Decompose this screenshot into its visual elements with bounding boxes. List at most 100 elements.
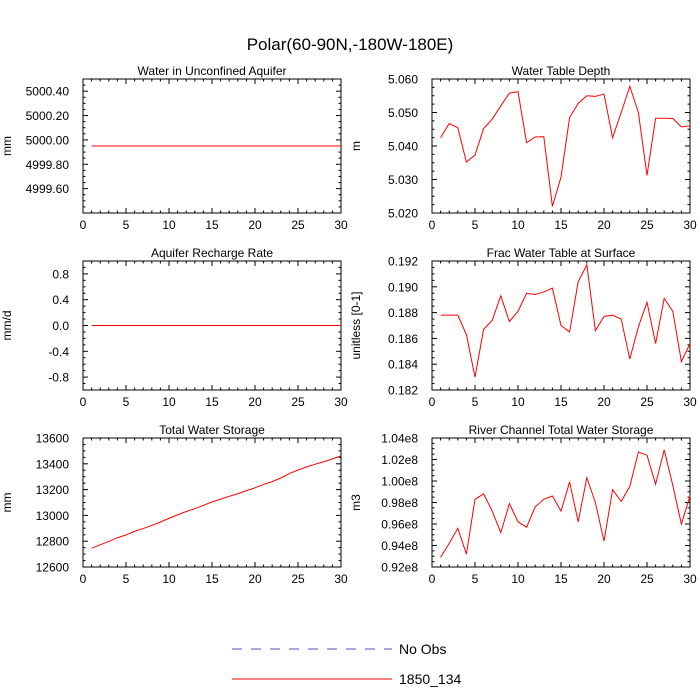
y-tick-label: 13000 [36, 509, 70, 523]
x-tick-label: 15 [554, 572, 568, 586]
y-axis-label: mm/d [0, 311, 14, 341]
x-tick-label: 25 [291, 395, 305, 409]
panel-3: Frac Water Table at Surface unitless [0-1… [349, 246, 697, 409]
legend: No Obs 1850_134 [232, 641, 462, 687]
x-tick-label: 15 [554, 218, 568, 232]
y-tick-label: -0.4 [48, 345, 69, 359]
panel-title: Water Table Depth [512, 64, 611, 78]
x-tick-label: 30 [683, 218, 697, 232]
y-tick-label: 12800 [36, 535, 70, 549]
x-tick-label: 20 [597, 218, 611, 232]
panel-2: Aquifer Recharge Rate mm/d 0 5 10 15 20 25 30 -0.… [0, 246, 348, 409]
y-tick-label: 12600 [36, 561, 70, 575]
y-tick-label: 5.040 [388, 140, 418, 154]
x-tick-label: 5 [123, 572, 130, 586]
y-tick-label: 5000.40 [26, 85, 70, 99]
x-tick-label: 20 [597, 395, 611, 409]
panel-title: Aquifer Recharge Rate [151, 246, 273, 260]
panel-title: Total Water Storage [159, 423, 265, 437]
y-tick-label: 5000.20 [26, 109, 70, 123]
y-tick-label: 13600 [36, 432, 70, 446]
panel-title: River Channel Total Water Storage [469, 423, 654, 437]
legend-no-obs-label: No Obs [399, 641, 446, 657]
y-tick-label: 0.182 [388, 384, 418, 398]
y-axis-label: mm [0, 136, 14, 156]
x-tick-label: 5 [472, 572, 479, 586]
x-tick-label: 30 [334, 572, 348, 586]
y-tick-label: 5.030 [388, 173, 418, 187]
panel-title: Frac Water Table at Surface [487, 246, 636, 260]
y-tick-label: 5.060 [388, 73, 418, 87]
y-tick-label: 0.92e8 [381, 561, 418, 575]
panel-1: Water Table Depth m 0 5 10 15 20 25 30 5.020 5.030… [349, 64, 697, 232]
x-tick-label: 15 [554, 395, 568, 409]
x-tick-label: 25 [291, 218, 305, 232]
y-tick-label: 5.020 [388, 207, 418, 221]
x-tick-label: 30 [683, 572, 697, 586]
x-tick-label: 5 [123, 218, 130, 232]
y-tick-label: 0.4 [52, 293, 69, 307]
x-tick-label: 25 [640, 218, 654, 232]
series-line-1850_134 [440, 84, 691, 207]
figure-title: Polar(60-90N,-180W-180E) [247, 35, 454, 54]
x-tick-label: 20 [597, 572, 611, 586]
panels: Water in Unconfined Aquifer mm 0 5 10 15 20 25 3… [0, 64, 697, 586]
x-tick-label: 10 [162, 218, 176, 232]
x-tick-label: 0 [80, 572, 87, 586]
y-tick-label: 0.94e8 [381, 539, 418, 553]
x-tick-label: 30 [334, 395, 348, 409]
x-tick-label: 20 [248, 395, 262, 409]
y-tick-label: 0.0 [52, 319, 69, 333]
y-tick-label: 0.8 [52, 267, 69, 281]
y-tick-label: 4999.80 [26, 158, 70, 172]
x-tick-label: 10 [511, 218, 525, 232]
y-tick-label: 0.186 [388, 332, 418, 346]
y-tick-label: 0.98e8 [381, 496, 418, 510]
y-tick-label: -0.8 [48, 371, 69, 385]
y-tick-label: 5.050 [388, 106, 418, 120]
y-axis-label: m3 [349, 494, 363, 511]
x-tick-label: 0 [429, 218, 436, 232]
x-tick-label: 30 [334, 218, 348, 232]
x-tick-label: 0 [80, 218, 87, 232]
x-tick-label: 5 [472, 218, 479, 232]
y-tick-label: 4999.60 [26, 182, 70, 196]
x-tick-label: 10 [511, 395, 525, 409]
x-tick-label: 10 [162, 395, 176, 409]
y-tick-label: 0.188 [388, 306, 418, 320]
y-tick-label: 1.02e8 [381, 453, 418, 467]
panel-5: River Channel Total Water Storage m3 0 5 10 1… [349, 423, 697, 586]
y-tick-label: 5000.00 [26, 133, 70, 147]
y-tick-label: 0.190 [388, 280, 418, 294]
y-tick-label: 13200 [36, 483, 70, 497]
panel-4: Total Water Storage mm 0 5 10 15 20 25 30 12600 12… [0, 423, 348, 586]
y-tick-label: 1.04e8 [381, 432, 418, 446]
x-tick-label: 20 [248, 572, 262, 586]
x-tick-label: 20 [248, 218, 262, 232]
y-tick-label: 13400 [36, 457, 70, 471]
y-tick-label: 0.96e8 [381, 518, 418, 532]
panel-0: Water in Unconfined Aquifer mm 0 5 10 15 20 25 3… [0, 64, 348, 232]
x-tick-label: 0 [429, 395, 436, 409]
legend-1850-134-label: 1850_134 [399, 671, 462, 687]
x-tick-label: 0 [429, 572, 436, 586]
series-line-1850_134 [440, 449, 691, 558]
y-axis-label: m [349, 141, 363, 151]
x-tick-label: 15 [205, 395, 219, 409]
y-axis-label: unitless [0-1] [349, 291, 363, 359]
series-line-1850_134 [91, 455, 342, 549]
x-tick-label: 15 [205, 572, 219, 586]
x-tick-label: 15 [205, 218, 219, 232]
panel-title: Water in Unconfined Aquifer [138, 64, 287, 78]
x-tick-label: 25 [640, 395, 654, 409]
x-tick-label: 10 [162, 572, 176, 586]
y-tick-label: 0.184 [388, 358, 418, 372]
x-tick-label: 25 [291, 572, 305, 586]
x-tick-label: 25 [640, 572, 654, 586]
y-axis-label: mm [0, 493, 14, 513]
x-tick-label: 30 [683, 395, 697, 409]
y-tick-label: 0.192 [388, 255, 418, 269]
y-tick-label: 1.00e8 [381, 475, 418, 489]
